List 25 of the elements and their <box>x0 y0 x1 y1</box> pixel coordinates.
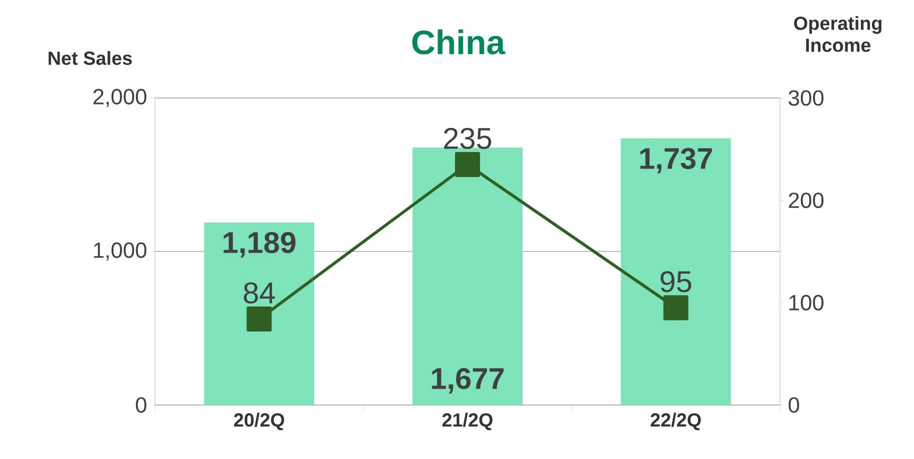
y-axis-title: Net Sales <box>48 51 132 65</box>
data-label: 84 <box>244 282 275 304</box>
bar <box>620 138 731 405</box>
y2-tick-label: 0 <box>788 397 800 413</box>
x-tick-label: 21/2Q <box>442 412 492 430</box>
y2-axis-title: Operating Income <box>794 16 882 52</box>
data-label: 1,677 <box>432 368 504 394</box>
y2-tick-label: 100 <box>789 294 824 310</box>
chart-title: China <box>412 30 506 54</box>
data-label: 1,189 <box>224 232 296 258</box>
x-tick-label: 22/2Q <box>650 412 701 430</box>
point <box>663 295 688 320</box>
x-tick-label: 20/2Q <box>234 412 284 430</box>
bar <box>204 222 314 405</box>
data-label: 235 <box>444 128 492 149</box>
data-label: 1,737 <box>640 148 712 174</box>
y2-tick-label: 200 <box>788 192 824 208</box>
y2-tick-label: 300 <box>788 90 824 106</box>
y-tick-label: 1,000 <box>94 242 146 261</box>
data-label: 95 <box>660 271 692 292</box>
point <box>455 152 480 178</box>
y-tick-label: 0 <box>136 397 146 413</box>
bar <box>412 148 523 405</box>
point <box>246 306 272 332</box>
y-tick-label: 2,000 <box>93 88 146 108</box>
